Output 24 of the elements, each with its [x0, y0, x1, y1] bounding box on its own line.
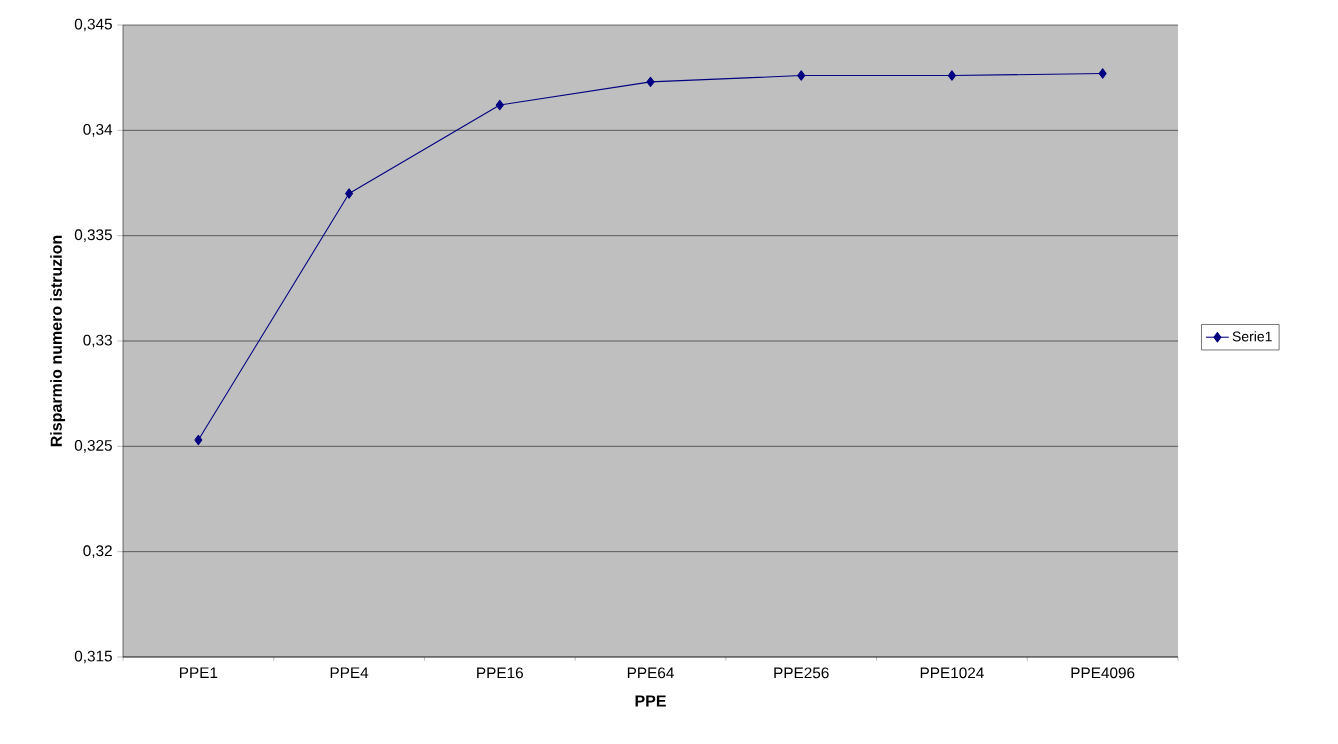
- point: [646, 76, 655, 88]
- x-tick-label: PPE4096: [1071, 667, 1135, 679]
- y-tick-label: 0,33: [83, 334, 112, 348]
- x-tick-label: PPE1: [180, 667, 218, 678]
- y-tick-label: 0,34: [83, 124, 113, 137]
- point: [495, 99, 504, 111]
- y-axis-title: Risparmio numero istruzion: [50, 235, 66, 447]
- x-tick-label: PPE256: [774, 667, 829, 679]
- point: [947, 70, 956, 81]
- point: [1098, 68, 1107, 79]
- y-tick-label: 0,325: [74, 440, 112, 453]
- y-tick-label: 0,32: [83, 545, 112, 559]
- point: [194, 434, 203, 446]
- y-tick-label: 0,315: [74, 650, 112, 664]
- x-tick-label: PPE4: [330, 667, 369, 678]
- x-axis-title: PPE: [635, 695, 666, 707]
- point: [345, 188, 354, 199]
- point: [797, 70, 806, 81]
- x-tick-label: PPE1024: [920, 667, 984, 679]
- y-tick-label: 0,335: [74, 229, 112, 243]
- x-tick-label: PPE16: [477, 667, 523, 679]
- x-tick-label: PPE64: [627, 667, 674, 679]
- legend-label: Serie1: [1232, 331, 1272, 342]
- y-tick-label: 0,345: [74, 18, 112, 32]
